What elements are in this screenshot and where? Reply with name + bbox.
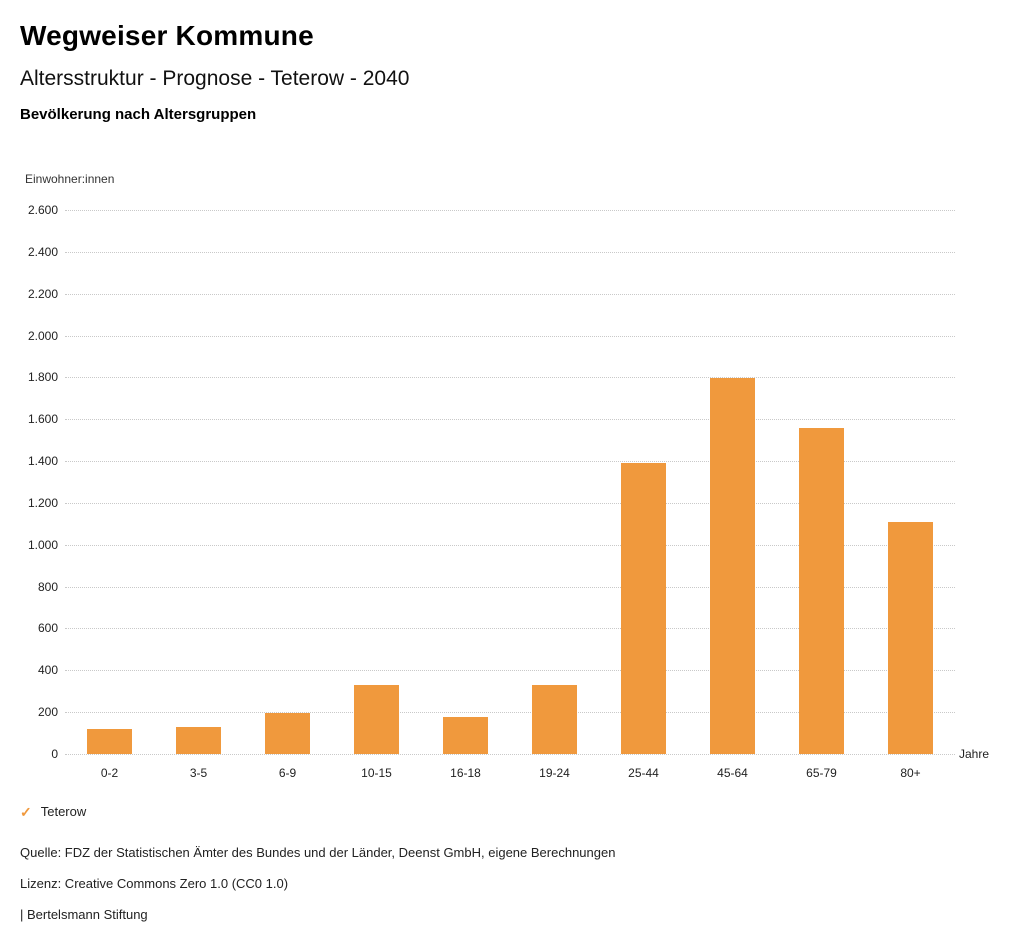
gridline	[65, 293, 955, 295]
bar-10-15[interactable]	[354, 684, 399, 754]
gridline	[65, 586, 955, 588]
gridline	[65, 754, 955, 755]
y-tick-label: 1.600	[27, 412, 58, 427]
bar-19-24[interactable]	[532, 684, 577, 754]
bar-65-79[interactable]	[799, 427, 844, 754]
x-tick-label: 25-44	[628, 766, 659, 780]
x-tick-label: 80+	[900, 766, 921, 780]
bar-3-5[interactable]	[176, 726, 221, 754]
x-axis-title: Jahre	[959, 747, 990, 761]
chart-heading: Bevölkerung nach Altersgruppen	[20, 106, 257, 123]
x-tick-label: 45-64	[717, 766, 748, 780]
gridline	[65, 544, 955, 546]
y-tick-label: 1.400	[27, 454, 58, 469]
gridline	[65, 419, 955, 421]
y-tick-label: 0	[51, 747, 58, 761]
x-tick-label: 16-18	[450, 766, 481, 780]
attribution-text: | Bertelsmann Stiftung	[20, 907, 148, 922]
bar-25-44[interactable]	[621, 463, 666, 754]
y-tick-label: 800	[37, 579, 58, 594]
gridline	[65, 210, 955, 211]
page-subtitle: Altersstruktur - Prognose - Teterow - 20…	[20, 67, 410, 90]
y-tick-label: 400	[37, 663, 58, 678]
gridline	[65, 502, 955, 504]
page-title: Wegweiser Kommune	[20, 20, 314, 51]
x-axis-labels: 0-2 3-5 6-9 10-15 16-18 19-24 25-44 45-64 65-79 8…	[65, 766, 955, 782]
bar-6-9[interactable]	[265, 713, 310, 754]
gridline	[65, 251, 955, 253]
bar-80+[interactable]	[888, 521, 933, 754]
y-axis-title: Einwohner:innen	[25, 172, 115, 186]
bar-45-64[interactable]	[710, 378, 755, 754]
x-tick-label: 19-24	[539, 766, 570, 780]
gridline	[65, 670, 955, 672]
bar-16-18[interactable]	[443, 717, 488, 754]
y-tick-label: 1.000	[27, 537, 58, 552]
y-tick-label: 1.200	[27, 495, 58, 510]
legend-item-teterow[interactable]: ✓ Teterow	[20, 804, 86, 819]
gridline	[65, 712, 955, 714]
x-tick-label: 6-9	[278, 766, 297, 780]
plot-area	[65, 210, 955, 755]
license-text: Lizenz: Creative Commons Zero 1.0 (CC0 1…	[20, 876, 289, 891]
check-icon: ✓	[20, 803, 32, 820]
y-tick-label: 200	[37, 705, 58, 720]
gridline	[65, 461, 955, 463]
y-tick-label: 2.200	[27, 286, 58, 301]
gridline	[65, 628, 955, 630]
y-tick-label: 2.400	[27, 244, 58, 259]
y-tick-label: 1.800	[27, 370, 58, 385]
y-axis-labels: 0 200 400 600 800 1.000 1.200 1.400 1.600 1.800 2.…	[0, 203, 58, 761]
y-tick-label: 2.600	[27, 203, 58, 217]
bar-0-2[interactable]	[87, 728, 132, 754]
x-tick-label: 0-2	[100, 766, 119, 780]
y-tick-label: 600	[37, 621, 58, 636]
x-tick-label: 65-79	[806, 766, 837, 780]
legend-label: Teterow	[40, 804, 87, 819]
gridline	[65, 335, 955, 337]
source-text: Quelle: FDZ der Statistischen Ämter des …	[20, 845, 616, 860]
gridline	[65, 377, 955, 379]
x-tick-label: 3-5	[189, 766, 208, 780]
x-tick-label: 10-15	[361, 766, 392, 780]
y-tick-label: 2.000	[27, 328, 58, 343]
